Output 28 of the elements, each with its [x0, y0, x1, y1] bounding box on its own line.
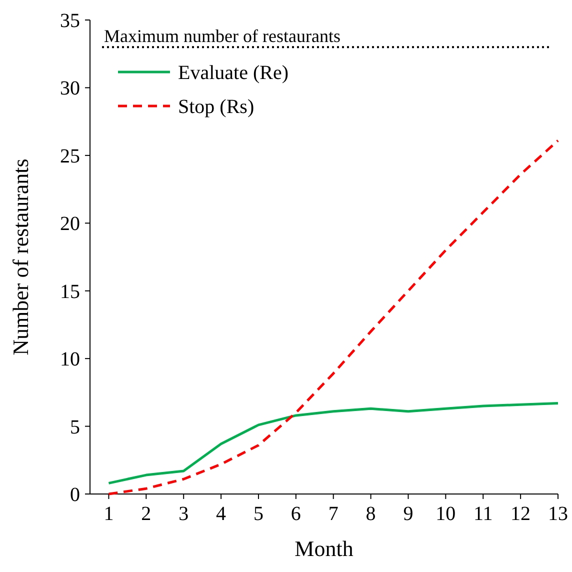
y-tick-label: 5: [70, 416, 80, 438]
x-tick-label: 8: [366, 503, 376, 525]
x-tick-label: 9: [403, 503, 414, 525]
x-tick-label: 5: [253, 503, 264, 525]
x-tick-label: 3: [178, 503, 189, 525]
y-tick-label: 0: [70, 484, 80, 506]
x-tick-label: 10: [436, 503, 456, 525]
ref-line-label: Maximum number of restaurants: [104, 26, 340, 46]
line-series: [107, 402, 560, 484]
x-tick-label: 6: [290, 503, 301, 525]
x-tick-label: 2: [141, 503, 152, 525]
y-tick-label: 20: [60, 213, 80, 236]
y-tick-label: 25: [60, 145, 80, 168]
y-tick-label: 30: [60, 78, 80, 100]
x-tick-label: 12: [510, 503, 531, 525]
legend-label: Stop (Rs): [178, 96, 254, 118]
x-tick-label: 13: [548, 503, 568, 525]
legend-label: Evaluate (Re): [178, 62, 288, 84]
x-tick-label: 1: [104, 503, 114, 525]
x-tick-label: 7: [328, 503, 338, 525]
y-tick-label: 35: [60, 10, 80, 32]
x-axis-title: Month: [294, 536, 354, 561]
y-tick-label: 15: [60, 280, 80, 303]
y-axis-title: Number of restaurants: [8, 158, 33, 356]
x-tick-label: 11: [473, 503, 493, 525]
line-series: [107, 139, 560, 496]
x-tick-label: 4: [216, 503, 226, 525]
y-tick-label: 10: [60, 348, 80, 371]
